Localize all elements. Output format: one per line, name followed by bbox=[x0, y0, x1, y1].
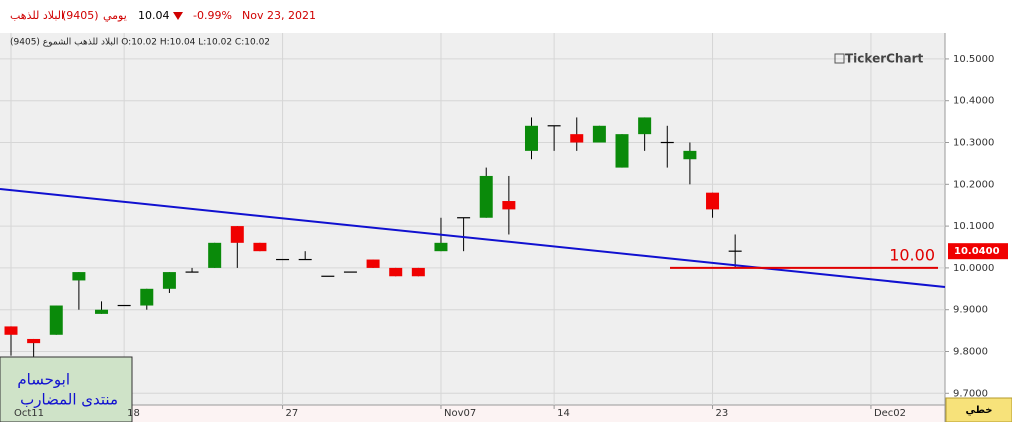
candle-body bbox=[502, 201, 516, 210]
header-bar bbox=[0, 0, 1012, 33]
footer-button[interactable] bbox=[945, 397, 1012, 422]
trend-line bbox=[0, 188, 946, 288]
stock-code: (9405) bbox=[62, 9, 99, 22]
stock-name: البلاد للذهب bbox=[10, 9, 64, 22]
candle-body bbox=[479, 175, 493, 218]
last-price-label: 10.0400 bbox=[954, 246, 1000, 257]
overlay-text: منتدى المضارب bbox=[20, 391, 118, 409]
down-arrow bbox=[173, 12, 183, 20]
candle-body bbox=[389, 267, 403, 277]
period: يومي bbox=[103, 9, 127, 22]
overlay-text: ابوحسام bbox=[17, 371, 70, 389]
candle-body bbox=[366, 259, 380, 268]
candle-body bbox=[208, 242, 222, 268]
last-price-box bbox=[948, 243, 1008, 260]
candle-body bbox=[434, 242, 448, 252]
x-tick-label: Dec02 bbox=[874, 408, 906, 419]
candle-body bbox=[524, 125, 538, 151]
candle-body bbox=[140, 288, 154, 306]
overlay: 10.00 10.0400 bbox=[670, 243, 1008, 269]
horizontal-line-label: 10.00 bbox=[889, 245, 935, 264]
candle-body bbox=[683, 150, 697, 160]
plot-area bbox=[0, 33, 945, 405]
x-tick-label: 27 bbox=[286, 408, 299, 419]
y-tick-label: 10.4000 bbox=[953, 96, 994, 107]
y-axis-panel bbox=[945, 33, 1012, 422]
candle-body bbox=[638, 117, 652, 135]
candle-body bbox=[162, 272, 176, 289]
x-tick-label: 18 bbox=[127, 408, 140, 419]
y-tick-label: 10.2000 bbox=[953, 179, 994, 190]
overlay-box bbox=[0, 356, 133, 422]
footer-button-label[interactable]: خطي bbox=[965, 405, 992, 416]
date: Nov 23, 2021 bbox=[242, 9, 316, 22]
candle-body bbox=[4, 326, 18, 335]
watermark: TickerChart bbox=[845, 52, 923, 66]
x-tick-label: 23 bbox=[716, 408, 729, 419]
y-tick-label: 9.9000 bbox=[953, 305, 988, 316]
candle-body bbox=[72, 272, 86, 281]
candle-body bbox=[27, 338, 41, 344]
candle-body bbox=[592, 125, 606, 143]
candle-body bbox=[253, 242, 267, 252]
candle-body bbox=[706, 192, 720, 210]
subtitle: البلاد للذهب الشموع (9405) O:10.02 H:10.… bbox=[10, 38, 270, 48]
y-tick-label: 10.3000 bbox=[953, 138, 994, 149]
candles bbox=[4, 117, 742, 369]
price: 10.04 bbox=[138, 9, 170, 22]
x-tick-label: Oct11 bbox=[14, 408, 44, 419]
logo-icon bbox=[834, 53, 845, 64]
candle-body bbox=[615, 134, 629, 168]
x-tick-label: 14 bbox=[557, 408, 570, 419]
y-tick-label: 9.8000 bbox=[953, 346, 988, 357]
candle-body bbox=[230, 226, 244, 243]
candle-body bbox=[411, 267, 425, 277]
y-tick-label: 10.1000 bbox=[953, 221, 994, 232]
y-tick-label: 9.7000 bbox=[953, 388, 988, 399]
candle-body bbox=[49, 305, 63, 335]
y-tick-label: 10.0000 bbox=[953, 263, 994, 274]
x-tick-label: Nov07 bbox=[444, 408, 476, 419]
candle-body bbox=[95, 309, 109, 314]
x-axis-panel bbox=[0, 405, 945, 422]
y-tick-label: 10.5000 bbox=[953, 54, 994, 65]
candle-body bbox=[570, 134, 584, 143]
change: -0.99% bbox=[193, 9, 232, 22]
